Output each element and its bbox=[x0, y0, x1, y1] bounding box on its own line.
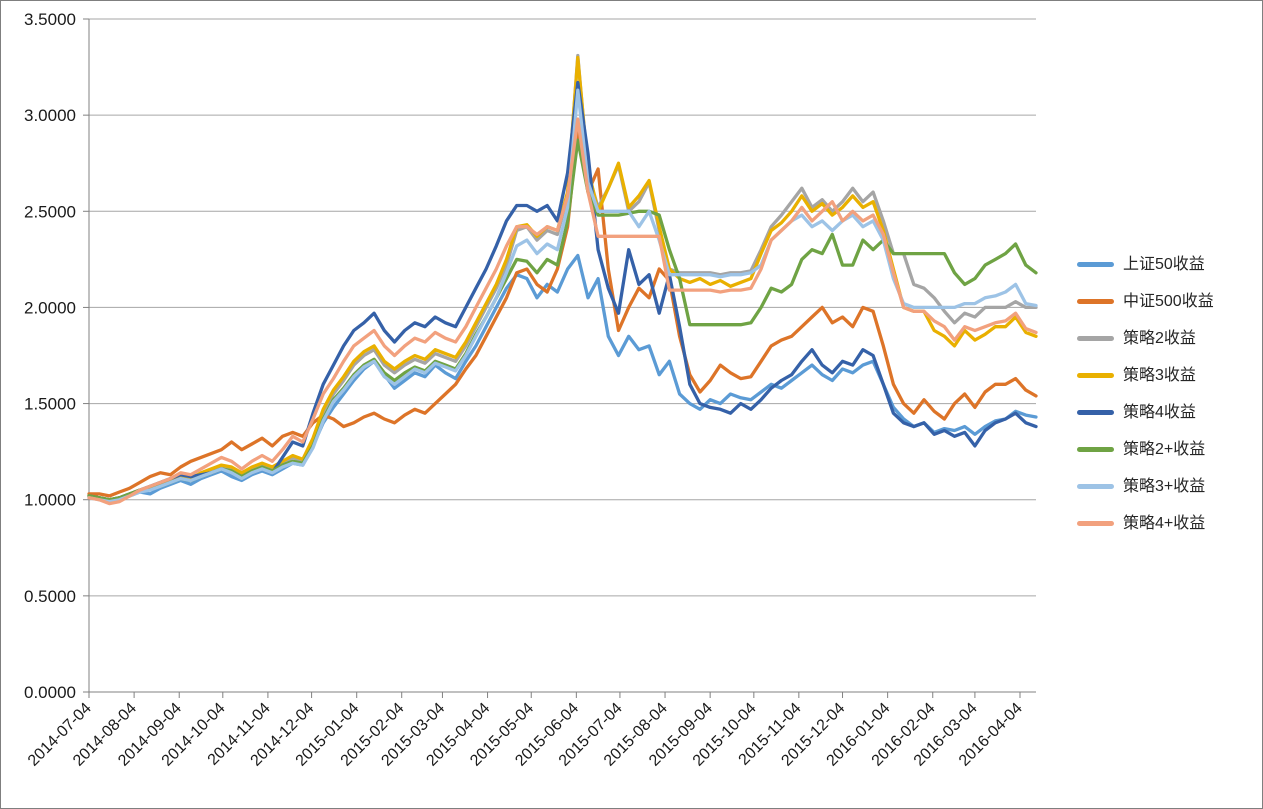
y-axis-label: 3.5000 bbox=[24, 10, 76, 29]
series-line-1 bbox=[87, 126, 1038, 498]
y-axis-label: 0.5000 bbox=[24, 587, 76, 606]
legend-line-swatch bbox=[1077, 373, 1114, 378]
series-line-0 bbox=[87, 253, 1038, 504]
legend-line-swatch bbox=[1077, 336, 1114, 341]
legend-label: 策略3收益 bbox=[1123, 366, 1196, 384]
legend-label: 策略4收益 bbox=[1123, 403, 1196, 421]
legend-item: 策略2+收益 bbox=[1077, 438, 1214, 461]
y-axis-label: 0.0000 bbox=[24, 683, 76, 702]
series-line-6 bbox=[87, 88, 1038, 504]
legend-item: 上证50收益 bbox=[1077, 253, 1214, 276]
y-axis-label: 1.5000 bbox=[24, 395, 76, 414]
y-axis-label: 2.0000 bbox=[24, 298, 76, 317]
series-line-7 bbox=[87, 117, 1038, 506]
y-axis-label: 1.0000 bbox=[24, 491, 76, 510]
y-axis-label: 3.0000 bbox=[24, 106, 76, 125]
legend-item: 策略3收益 bbox=[1077, 364, 1214, 387]
legend-line-swatch bbox=[1077, 410, 1114, 415]
legend-label: 中证500收益 bbox=[1123, 292, 1214, 310]
legend-line-swatch bbox=[1077, 447, 1114, 452]
legend-label: 策略4+收益 bbox=[1123, 514, 1206, 532]
series-line-5 bbox=[87, 138, 1038, 502]
series-line-4 bbox=[87, 80, 1038, 502]
legend-item: 策略2收益 bbox=[1077, 327, 1214, 350]
legend-line-swatch bbox=[1077, 484, 1114, 489]
legend-label: 策略3+收益 bbox=[1123, 477, 1206, 495]
legend-line-swatch bbox=[1077, 521, 1114, 526]
legend-line-swatch bbox=[1077, 299, 1114, 304]
legend-label: 策略2收益 bbox=[1123, 329, 1196, 347]
legend-item: 策略4+收益 bbox=[1077, 512, 1214, 535]
legend-item: 中证500收益 bbox=[1077, 290, 1214, 313]
legend-line-swatch bbox=[1077, 262, 1114, 267]
y-axis-label: 2.5000 bbox=[24, 202, 76, 221]
chart-legend: 上证50收益 中证500收益 策略2收益策略3收益策略4收益策略2+收益 策略3+收益… bbox=[1077, 253, 1214, 549]
legend-item: 策略3+收益 bbox=[1077, 475, 1214, 498]
legend-item: 策略4收益 bbox=[1077, 401, 1214, 424]
legend-label: 上证50收益 bbox=[1123, 255, 1205, 273]
legend-label: 策略2+收益 bbox=[1123, 440, 1206, 458]
